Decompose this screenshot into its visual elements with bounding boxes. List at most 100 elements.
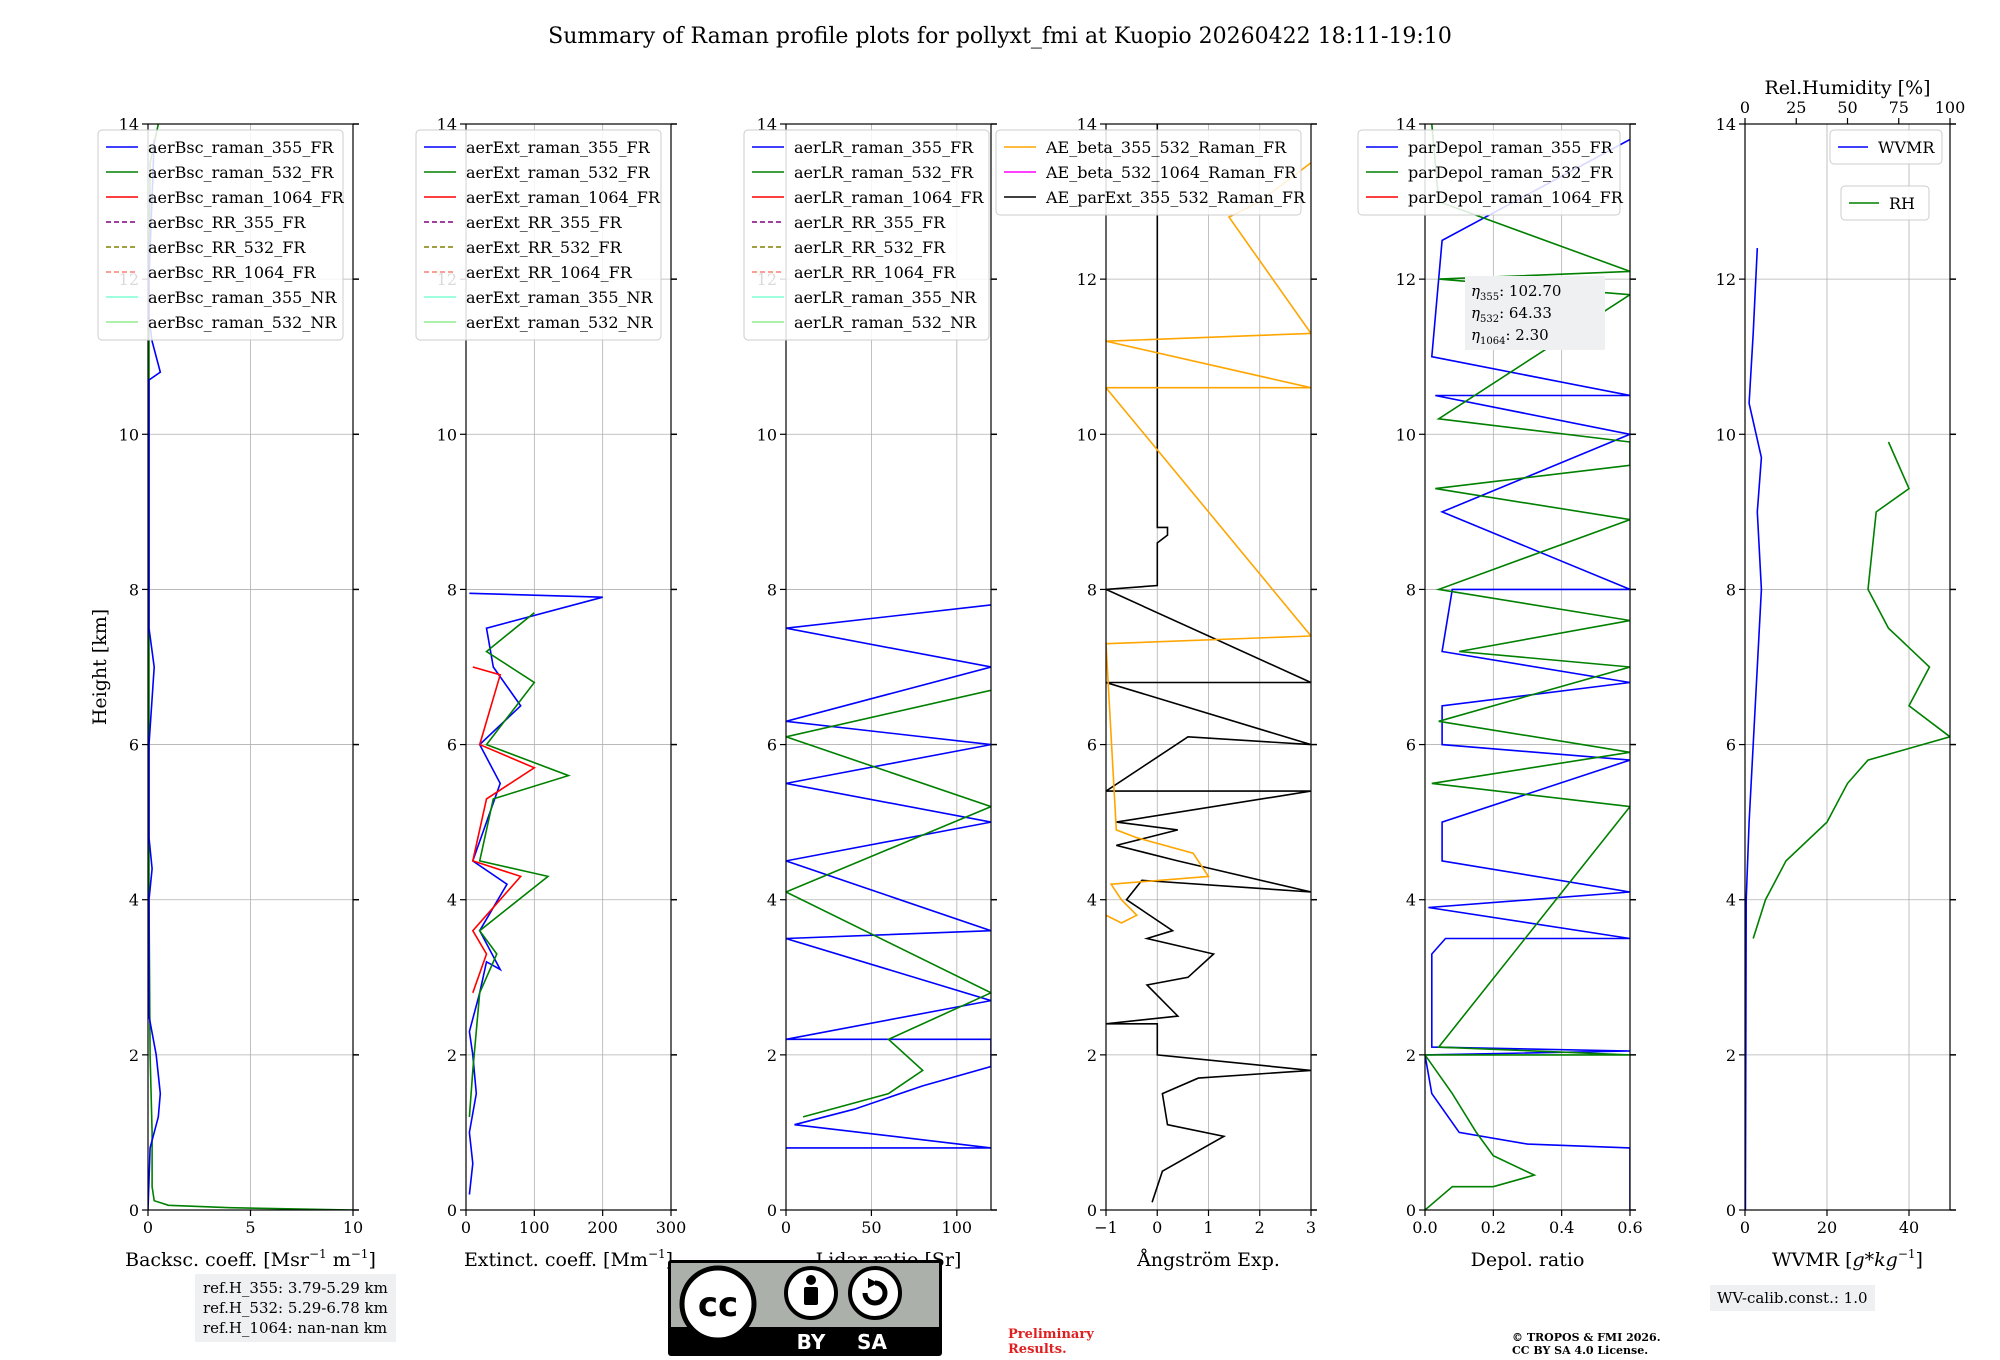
xlabel-wv: WVMR [g*kg−1] [1772, 1247, 1923, 1271]
legend-ext: aerExt_raman_355_FR aerExt_raman_532_FRae… [415, 129, 662, 341]
ytick-label-bsc-0: 0 [129, 1201, 139, 1220]
legend-label-ext-7: aerExt_raman_532_NR [466, 313, 654, 332]
ref-height-1064: ref.H_1064: nan-nan km [203, 1319, 388, 1337]
legend-box-ae [995, 129, 1302, 216]
xtick-label-ext-0: 0 [461, 1218, 471, 1237]
legend-label-ae-2: AE_parExt_355_532_Raman_FR [1045, 188, 1306, 207]
figure-title: Summary of Raman profile plots for polly… [548, 24, 1452, 49]
legend-label-lr-7: aerLR_raman_532_NR [794, 313, 977, 332]
xtick-label-ext-1: 100 [519, 1218, 550, 1237]
xtick-label-ae-2: 1 [1203, 1218, 1213, 1237]
by-label: BY [797, 1330, 826, 1354]
legend-label-bsc-5: aerBsc_RR_1064_FR [148, 263, 317, 282]
ytick-label-lr-7: 14 [757, 115, 777, 134]
ytick-label-lr-0: 0 [767, 1201, 777, 1220]
ytick-label-depol-7: 14 [1396, 115, 1416, 134]
ytick-label-ext-0: 0 [447, 1201, 457, 1220]
legend-box-depol [1357, 129, 1621, 216]
series-depol-parDepol_raman_355_FR [1425, 138, 1630, 1210]
legend-label-bsc-4: aerBsc_RR_532_FR [148, 238, 306, 257]
legend-label-depol-0: parDepol_raman_355_FR [1408, 138, 1614, 157]
legend-label-bsc-3: aerBsc_RR_355_FR [148, 213, 306, 232]
panel-ext: 024681012140100200300Extinct. coeff. [Mm… [415, 115, 687, 1271]
ytick-label-ae-5: 10 [1077, 425, 1097, 444]
preliminary-note: Preliminary Results. [1008, 1327, 1094, 1357]
legend-box-lr [743, 129, 990, 341]
panel-lr: 02468101214050100Lidar ratio [Sr]aerLR_r… [743, 115, 997, 1271]
ytick-label-ae-6: 12 [1077, 270, 1097, 289]
series-ext-aerExt_raman_1064_FR [471, 666, 536, 994]
legend-label-ae-1: AE_beta_532_1064_Raman_FR [1045, 163, 1297, 182]
xtick-label-bsc-2: 10 [343, 1218, 363, 1237]
ytick-label-wv-0: 0 [1726, 1201, 1736, 1220]
legend-wv: WVMR RH [1829, 129, 1943, 221]
panels: 024681012140510Backsc. coeff. [Msr−1 m−1… [89, 77, 1965, 1271]
rh-tick-label-4: 100 [1935, 98, 1966, 117]
ytick-label-ae-1: 2 [1087, 1046, 1097, 1065]
xtick-label-bsc-0: 0 [143, 1218, 153, 1237]
ytick-label-ae-3: 6 [1087, 736, 1097, 755]
panel-depol: 0 2 4 6 8 10 12 14 0.0 0.2 0.4 0.6 Depol. ratio parDe… [1357, 115, 1643, 1271]
ytick-label-bsc-4: 8 [129, 580, 139, 599]
ytick-label-bsc-2: 4 [129, 891, 139, 910]
legend-label-depol-2: parDepol_raman_1064_FR [1408, 188, 1624, 207]
axes-frame-lr [785, 123, 992, 1211]
ytick-label-wv-3: 6 [1726, 736, 1736, 755]
legend-label-bsc-0: aerBsc_raman_355_FR [148, 138, 334, 157]
legend-label-ext-1: aerExt_raman_532_FR [466, 163, 651, 182]
panel-bsc: 024681012140510Backsc. coeff. [Msr−1 m−1… [97, 115, 376, 1271]
xtick-label-wv-1: 20 [1817, 1218, 1837, 1237]
legend-label-ext-6: aerExt_raman_355_NR [466, 288, 654, 307]
legend-label-ext-2: aerExt_raman_1064_FR [466, 188, 661, 207]
rh-tick-label-2: 50 [1837, 98, 1857, 117]
xtick-label-ext-2: 200 [587, 1218, 618, 1237]
legend-lr: aerLR_raman_355_FR aerLR_raman_532_FR aerL… [743, 129, 990, 341]
rh-tick-label-0: 0 [1740, 98, 1750, 117]
xtick-label-lr-2: 100 [942, 1218, 973, 1237]
copyright-note: © TROPOS & FMI 2026. CC BY SA 4.0 Licens… [1512, 1331, 1661, 1357]
ytick-label-ae-2: 4 [1087, 891, 1097, 910]
ytick-label-depol-6: 12 [1396, 270, 1416, 289]
ytick-label-depol-3: 6 [1406, 736, 1416, 755]
legend-label-ext-4: aerExt_RR_532_FR [466, 238, 623, 257]
ytick-label-lr-5: 10 [757, 425, 777, 444]
wv-calib-text: WV-calib.const.: 1.0 [1717, 1289, 1868, 1307]
xtick-label-depol-3: 0.6 [1617, 1218, 1642, 1237]
xlabel-bsc: Backsc. coeff. [Msr−1 m−1] [125, 1247, 376, 1271]
preliminary-line-2: Results. [1008, 1342, 1067, 1357]
wv-calib-box: WV-calib.const.: 1.0 [1710, 1285, 1875, 1311]
series-ext-aerExt_raman_532_FR [468, 612, 571, 1117]
eta-1064: η1064: 2.30 [1471, 326, 1549, 347]
legend-box-ext [415, 129, 662, 341]
xtick-label-depol-1: 0.2 [1481, 1218, 1506, 1237]
series-wv-WVMR [1745, 248, 1763, 1210]
ytick-label-depol-1: 2 [1406, 1046, 1416, 1065]
copyright-line-1: © TROPOS & FMI 2026. [1512, 1331, 1661, 1344]
xlabel-ext: Extinct. coeff. [Mm−1] [464, 1247, 673, 1271]
legend-box-wvmr [1829, 129, 1943, 165]
cc-logo-text: cc [698, 1285, 738, 1325]
xtick-label-bsc-1: 5 [245, 1218, 255, 1237]
legend-label-bsc-1: aerBsc_raman_532_FR [148, 163, 334, 182]
ytick-label-ext-5: 10 [437, 425, 457, 444]
series-depol-parDepol_raman_532_FR [1425, 124, 1630, 1210]
xlabel-ae: Ångström Exp. [1136, 1249, 1280, 1271]
axes-frame-wv [1744, 123, 1951, 1211]
ytick-label-ext-3: 6 [447, 736, 457, 755]
axes-frame-depol [1424, 123, 1631, 1211]
ytick-label-lr-2: 4 [767, 891, 777, 910]
copyright-line-2: CC BY SA 4.0 License. [1512, 1344, 1649, 1357]
legend-label-wvmr: WVMR [1878, 138, 1935, 157]
legend-label-ae-0: AE_beta_355_532_Raman_FR [1045, 138, 1287, 157]
xtick-label-depol-0: 0.0 [1412, 1218, 1437, 1237]
ytick-label-bsc-5: 10 [119, 425, 139, 444]
legend-label-lr-3: aerLR_RR_355_FR [794, 213, 946, 232]
series-wv-RH [1752, 441, 1950, 939]
legend-label-lr-4: aerLR_RR_532_FR [794, 238, 946, 257]
ytick-label-wv-2: 4 [1726, 891, 1736, 910]
series-lr-aerLR_raman_532_FR [786, 689, 991, 1118]
ytick-label-ext-7: 14 [437, 115, 457, 134]
legend-label-ext-5: aerExt_RR_1064_FR [466, 263, 633, 282]
xtick-label-ext-3: 300 [656, 1218, 687, 1237]
